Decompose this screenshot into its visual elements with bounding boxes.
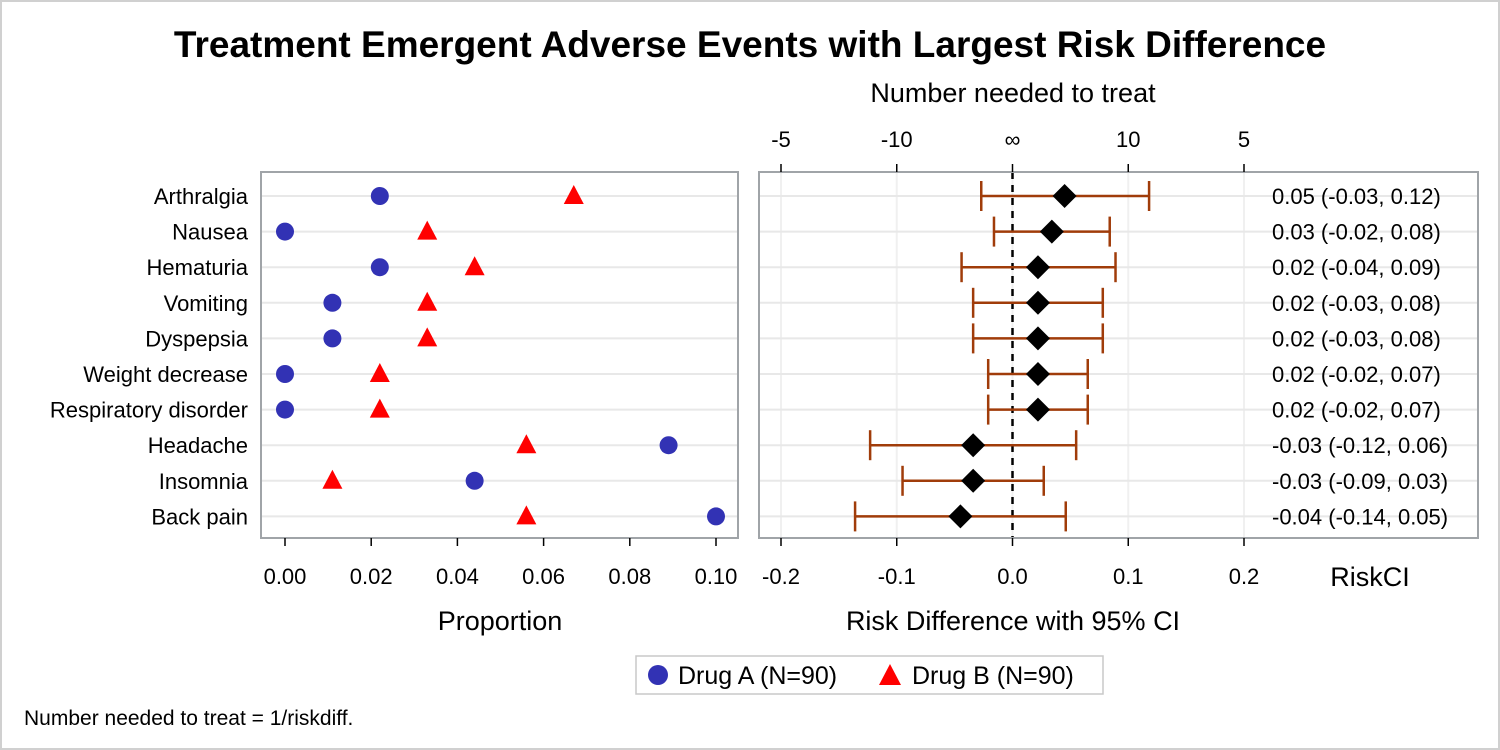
category-label: Hematuria <box>147 255 249 280</box>
x-tick-label: 0.08 <box>608 564 651 589</box>
risk-ci-label: -0.03 (-0.12, 0.06) <box>1272 433 1448 458</box>
category-label: Dyspepsia <box>145 326 248 351</box>
risk-axis-label: Risk Difference with 95% CI <box>846 606 1180 636</box>
risk-ci-label: -0.04 (-0.14, 0.05) <box>1272 504 1448 529</box>
category-label: Vomiting <box>164 291 248 316</box>
drug-a-point <box>276 222 294 241</box>
risk-difference-point <box>1052 184 1077 208</box>
drug-b-point <box>516 505 537 525</box>
risk-ci-label: 0.02 (-0.04, 0.09) <box>1272 255 1441 280</box>
category-label: Respiratory disorder <box>50 398 248 423</box>
risk-ci-label: 0.02 (-0.03, 0.08) <box>1272 326 1441 351</box>
category-label: Back pain <box>151 504 248 529</box>
nnt-tick-label: ∞ <box>1005 127 1021 152</box>
nnt-tick-label: 10 <box>1116 127 1140 152</box>
legend-box <box>635 655 1104 695</box>
category-label: Headache <box>148 433 248 458</box>
proportion-plot-frame <box>260 171 739 539</box>
drug-a-point <box>323 293 342 312</box>
drug-b-point <box>464 256 485 276</box>
drug-a-point <box>323 329 342 348</box>
risk-difference-point <box>948 504 973 529</box>
drug-b-point <box>563 185 584 204</box>
nnt-tick-label: -10 <box>881 127 913 152</box>
nnt-axis-label: Number needed to treat <box>870 78 1156 108</box>
x-tick-label: 0.10 <box>695 564 738 589</box>
risk-difference-point <box>1025 326 1050 351</box>
x-tick-label: 0.00 <box>264 564 307 589</box>
category-label: Insomnia <box>159 469 249 494</box>
drug-b-point <box>516 434 537 454</box>
x-tick-label: 0.04 <box>436 564 479 589</box>
risk-ci-label: 0.02 (-0.02, 0.07) <box>1272 398 1441 423</box>
risk-difference-point <box>1025 362 1050 386</box>
drug-a-point <box>370 187 389 205</box>
drug-b-point <box>417 327 438 347</box>
drug-a-point <box>370 258 389 277</box>
risk-difference-point <box>1025 290 1050 315</box>
chart-title: Treatment Emergent Adverse Events with L… <box>174 24 1326 65</box>
proportion-panel: Arthralgia Nausea Hematuria Vomiting Dyspeps… <box>50 171 739 589</box>
drug-a-point <box>659 436 678 455</box>
drug-a-point <box>276 400 294 419</box>
drug-a-point <box>276 365 294 383</box>
risk-difference-point <box>1025 255 1050 280</box>
risk-difference-panel: 0.05 (-0.03, 0.12) 0.03 (-0.02, 0.08) 0.02… <box>758 127 1479 589</box>
nnt-tick-label: 5 <box>1238 127 1250 152</box>
x-tick-label: 0.0 <box>997 564 1028 589</box>
risk-ci-label: 0.05 (-0.03, 0.12) <box>1272 184 1441 209</box>
risk-difference-point <box>1025 397 1050 422</box>
x-tick-label: 0.1 <box>1113 564 1144 589</box>
drug-a-point <box>465 471 484 490</box>
footnote: Number needed to treat = 1/riskdiff. <box>24 707 353 730</box>
legend-drug-a-label: Drug A (N=90) <box>678 662 837 690</box>
risk-plot-frame <box>758 171 1479 539</box>
category-label: Weight decrease <box>83 362 248 387</box>
risk-ci-label: 0.03 (-0.02, 0.08) <box>1272 220 1441 245</box>
proportion-axis-label: Proportion <box>438 606 563 636</box>
x-tick-label: 0.06 <box>522 564 565 589</box>
risk-ci-label: 0.02 (-0.02, 0.07) <box>1272 362 1441 387</box>
risk-ci-label: 0.02 (-0.03, 0.08) <box>1272 291 1441 316</box>
x-tick-label: -0.1 <box>878 564 916 589</box>
riskci-column-label: RiskCI <box>1330 562 1410 592</box>
x-tick-label: -0.2 <box>762 564 800 589</box>
category-label: Nausea <box>172 220 249 245</box>
x-tick-label: 0.2 <box>1229 564 1260 589</box>
risk-ci-label: -0.03 (-0.09, 0.03) <box>1272 469 1448 494</box>
drug-b-point <box>417 220 438 240</box>
x-tick-label: 0.02 <box>350 564 393 589</box>
risk-difference-point <box>961 468 986 493</box>
drug-b-point <box>417 291 438 311</box>
legend-drug-b-marker <box>879 664 901 685</box>
legend-drug-b-label: Drug B (N=90) <box>912 662 1074 690</box>
legend-drug-a-marker <box>648 665 668 685</box>
legend: Drug A (N=90) Drug B (N=90) <box>635 655 1104 695</box>
category-label: Arthralgia <box>154 184 249 209</box>
drug-b-point <box>369 398 390 418</box>
risk-difference-point <box>961 433 986 458</box>
drug-a-point <box>707 507 725 526</box>
nnt-tick-label: -5 <box>771 127 791 152</box>
drug-b-point <box>369 363 390 382</box>
risk-difference-point <box>1039 219 1064 244</box>
drug-b-point <box>322 469 343 489</box>
